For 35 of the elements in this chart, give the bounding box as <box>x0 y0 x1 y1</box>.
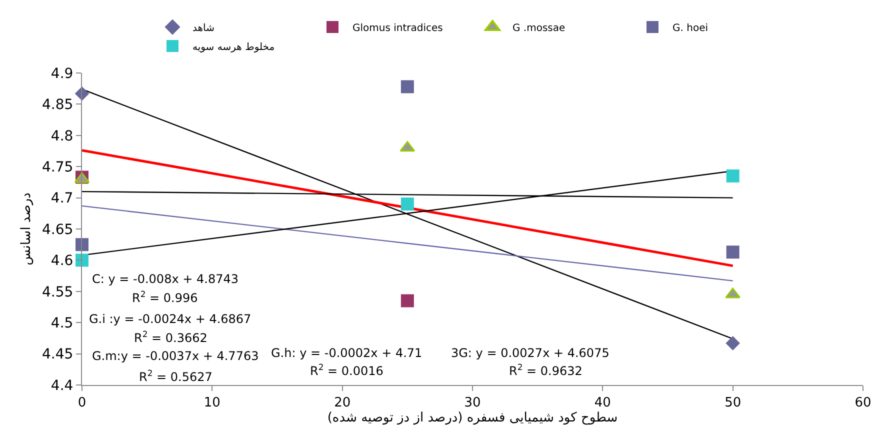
y-tick-label: 4.45 <box>42 346 74 363</box>
x-tick-label: 60 <box>854 396 872 411</box>
legend-label: شاهد <box>192 22 214 34</box>
legend-label: G. hoei <box>672 22 708 34</box>
annotation: G.i :y = -0.0024x + 4.6867 <box>89 312 252 326</box>
y-tick-label: 4.5 <box>50 316 74 332</box>
annotation: R$^{2}$ = 0.996 <box>132 289 198 306</box>
x-tick-label: 30 <box>464 396 481 411</box>
y-tick-label: 4.85 <box>42 97 74 114</box>
annotation: G.m:y = -0.0037x + 4.7763 <box>92 349 259 363</box>
y-axis-title: درصد اسانس <box>18 192 34 266</box>
legend-label: G .mossae <box>512 22 566 34</box>
annotation: C: y = -0.008x + 4.8743 <box>92 272 238 286</box>
annotation: R$^{2}$ = 0.3662 <box>134 329 208 346</box>
y-tick-label: 4.55 <box>42 284 74 300</box>
y-tick-label: 4.75 <box>42 160 74 176</box>
y-tick-label: 4.4 <box>50 378 74 394</box>
x-axis-title: سطوح کود شیمیایی فسفره (درصد از دز توصیه شده) <box>327 410 618 426</box>
x-tick-label: 40 <box>594 396 611 411</box>
annotation: 3G: y = 0.0027x + 4.6075 <box>451 346 610 360</box>
legend-label: مخلوط هرسه سویه <box>192 42 275 53</box>
x-tick-label: 50 <box>724 396 742 411</box>
y-tick-label: 4.7 <box>50 190 74 207</box>
y-tick-label: 4.65 <box>42 222 74 238</box>
legend-label: Glomus intradices <box>352 22 443 34</box>
x-tick-label: 0 <box>78 396 86 411</box>
y-tick-label: 4.8 <box>50 128 74 144</box>
x-tick-label: 20 <box>334 396 351 411</box>
annotation: G.h: y = -0.0002x + 4.71 <box>271 346 422 360</box>
annotation: R$^{2}$ = 0.0016 <box>310 362 384 378</box>
y-tick-label: 4.6 <box>50 253 74 270</box>
y-tick-label: 4.9 <box>50 66 74 82</box>
annotation: R$^{2}$ = 0.9632 <box>509 362 582 378</box>
x-tick-label: 10 <box>204 396 220 411</box>
annotation: R$^{2}$ = 0.5627 <box>139 368 212 384</box>
